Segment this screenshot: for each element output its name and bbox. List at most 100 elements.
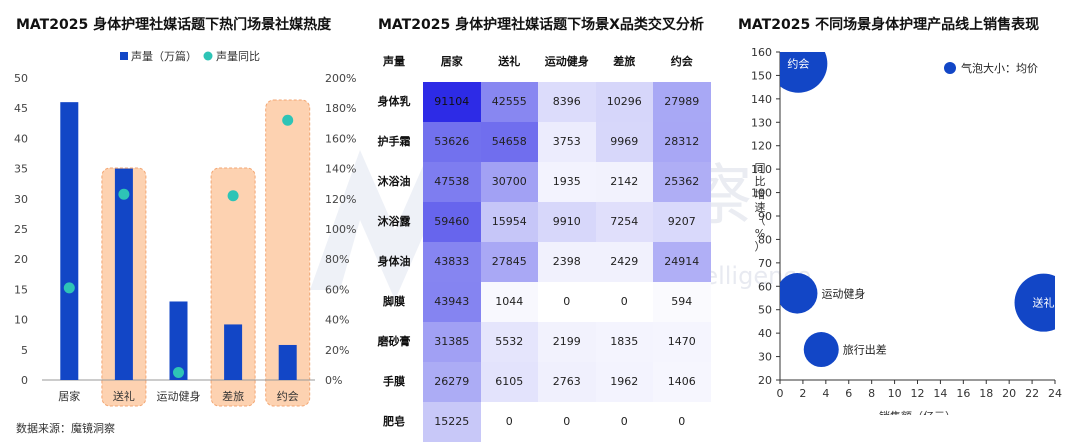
heatmap-cell: 28312	[653, 122, 711, 162]
x-tick-label: 6	[845, 387, 852, 400]
heatmap-cell: 1470	[653, 322, 711, 362]
y-tick-label: 10	[14, 314, 28, 327]
legend-dot-swatch	[203, 51, 213, 61]
heatmap-column-label: 差旅	[613, 55, 636, 68]
heatmap-cell: 0	[595, 402, 653, 442]
heatmap-cell: 43833	[423, 242, 481, 282]
legend-bubble-label: 气泡大小：均价	[961, 61, 1038, 75]
y2-tick-label: 60%	[325, 283, 349, 296]
heatmap-cell: 0	[595, 282, 653, 322]
x-tick-label: 送礼	[113, 389, 135, 403]
heatmap-corner-label: 声量	[383, 55, 405, 68]
heatmap-cell: 27989	[653, 82, 711, 122]
heatmap-cell: 1044	[480, 282, 538, 322]
heatmap-cell: 42555	[480, 82, 538, 122]
heatmap-cell: 8396	[538, 82, 596, 122]
dot-送礼	[118, 188, 130, 200]
bubble-label: 旅行出差	[843, 343, 887, 357]
heatmap-cell: 9207	[653, 202, 711, 242]
dot-居家	[63, 282, 75, 294]
heatmap-column-label: 约会	[670, 55, 693, 68]
heatmap-row-label: 手膜	[383, 375, 405, 388]
heatmap-cell: 54658	[480, 122, 538, 162]
x-tick-label: 22	[1025, 387, 1039, 400]
y2-tick-label: 80%	[325, 253, 349, 266]
heatmap-cell: 3753	[538, 122, 596, 162]
heatmap-cell: 10296	[595, 82, 653, 122]
heatmap-row-label: 沐浴油	[377, 175, 411, 188]
y-tick-label: 150	[751, 69, 772, 82]
dot-运动健身	[173, 366, 184, 378]
heatmap-row-label: 肥皂	[383, 415, 405, 428]
heatmap-cell: 0	[538, 282, 596, 322]
y-tick-label: 50	[14, 72, 28, 85]
x-tick-label: 0	[777, 387, 784, 400]
heatmap-cell: 594	[653, 282, 711, 322]
heatmap-cell: 7254	[595, 202, 653, 242]
heatmap-cell: 0	[480, 402, 538, 442]
y-tick-label: 20	[14, 253, 28, 266]
heatmap-row-label: 脚膜	[383, 295, 405, 308]
x-tick-label: 约会	[277, 390, 299, 403]
y2-tick-label: 40%	[325, 314, 349, 327]
heatmap-cell: 6105	[480, 362, 538, 402]
left-chart-title: MAT2025 身体护理社媒话题下热门场景社媒热度	[16, 17, 332, 33]
heatmap-row-label: 身体油	[377, 255, 411, 268]
dot-约会	[282, 114, 294, 126]
y-tick-label: 70	[758, 257, 772, 270]
heatmap-cell: 1935	[538, 162, 596, 202]
heatmap-row-label: 沐浴露	[377, 215, 411, 228]
heatmap-cell: 2429	[595, 242, 653, 282]
legend-dot-label: 声量同比	[216, 49, 260, 63]
bubble-label: 约会	[787, 58, 809, 71]
y2-tick-label: 120%	[325, 193, 356, 206]
y-tick-label: 30	[14, 193, 28, 206]
heatmap-cell: 47538	[423, 162, 481, 202]
y-tick-label: 80	[758, 233, 772, 246]
heatmap-cell: 2199	[538, 322, 596, 362]
y-tick-label: 50	[758, 304, 772, 317]
heatmap-cell: 59460	[423, 202, 481, 242]
x-axis-title: 销售额（亿元）	[879, 409, 956, 415]
y-tick-label: 25	[14, 223, 28, 236]
heatmap-cell: 0	[653, 402, 711, 442]
heatmap-cell: 26279	[423, 362, 481, 402]
y-tick-label: 110	[751, 163, 772, 176]
heatmap-cell: 2398	[538, 242, 596, 282]
heatmap-column-label: 送礼	[498, 55, 521, 68]
cross-analysis-heatmap: 声量 居家 送礼 运动健身 差旅 约会 身体乳 91104 42555 8396 10296 2798…	[365, 40, 725, 442]
x-tick-label: 8	[868, 387, 875, 400]
y-tick-label: 100	[751, 187, 772, 200]
y-tick-label: 35	[14, 163, 28, 176]
heatmap-cell: 0	[538, 402, 596, 442]
legend-bubble-swatch	[944, 62, 956, 74]
y-tick-label: 90	[758, 210, 772, 223]
y-tick-label: 130	[751, 116, 772, 129]
legend-bar-label: 声量（万篇）	[131, 49, 197, 63]
highlight-box	[210, 167, 256, 407]
heatmap-cell: 53626	[423, 122, 481, 162]
bar-居家	[60, 102, 79, 380]
y-tick-label: 15	[14, 283, 28, 296]
x-tick-label: 24	[1048, 387, 1062, 400]
heatmap-cell: 15954	[480, 202, 538, 242]
bubble-旅行出差	[803, 332, 839, 368]
y-tick-label: 160	[751, 46, 772, 59]
x-tick-label: 16	[956, 387, 970, 400]
heatmap-cell: 5532	[480, 322, 538, 362]
x-tick-label: 运动健身	[157, 389, 201, 403]
y2-tick-label: 0%	[325, 374, 342, 387]
bubble-送礼	[1014, 273, 1055, 332]
y-tick-label: 0	[21, 374, 28, 387]
heatmap-cell: 1962	[595, 362, 653, 402]
heatmap-cell: 1835	[595, 322, 653, 362]
y2-tick-label: 180%	[325, 102, 356, 115]
heatmap-cell: 31385	[423, 322, 481, 362]
bubble-约会	[780, 52, 828, 93]
heatmap-row-label: 磨砂膏	[377, 335, 411, 348]
heatmap-cell: 24914	[653, 242, 711, 282]
highlight-box	[265, 99, 311, 407]
middle-chart-title: MAT2025 身体护理社媒话题下场景X品类交叉分析	[378, 17, 704, 33]
y2-tick-label: 200%	[325, 72, 356, 85]
